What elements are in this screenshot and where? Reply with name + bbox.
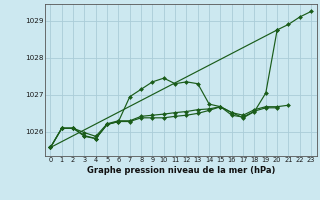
X-axis label: Graphe pression niveau de la mer (hPa): Graphe pression niveau de la mer (hPa)	[87, 166, 275, 175]
